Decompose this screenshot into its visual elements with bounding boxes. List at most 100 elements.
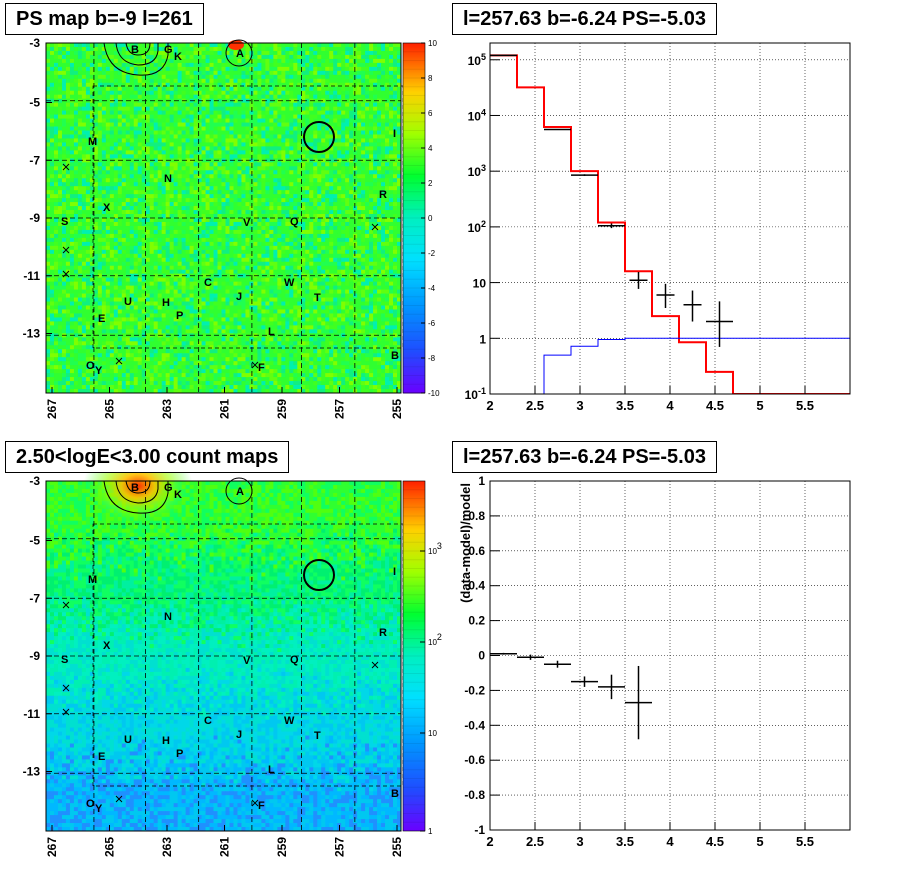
source-label-n: N (164, 173, 172, 185)
colorbar-tick: -2 (428, 249, 436, 258)
bottom-right-title: l=257.63 b=-6.24 PS=-5.03 (452, 441, 717, 473)
x-tick-label: 3.5 (616, 398, 634, 413)
x-marker (371, 223, 379, 231)
source-label-b: B (131, 482, 139, 494)
y-tick-label: 0.6 (468, 544, 485, 558)
contour-lines (103, 480, 169, 514)
colorbar-tick: 4 (428, 144, 433, 153)
x-tick-label: 259 (275, 837, 289, 857)
y-tick-label: 1 (478, 474, 485, 488)
x-tick-label: 4 (666, 834, 674, 849)
x-marker (115, 795, 123, 803)
source-label-c: C (204, 277, 212, 289)
x-marker (62, 684, 70, 692)
grid (490, 481, 850, 830)
source-label-q: Q (290, 654, 299, 666)
colorbar-tick: 10 (428, 729, 437, 738)
y-tick-label: 0.2 (468, 614, 485, 628)
x-tick-label: 4.5 (706, 834, 724, 849)
x-tick-label: 267 (45, 399, 59, 419)
y-tick-label: 103 (468, 163, 486, 179)
source-label-e: E (98, 751, 105, 763)
y-tick-label: 0 (478, 649, 485, 663)
map-axes: -3 -5 -7 -9 -11 -13 267 265 263 261 259 257 255 (23, 474, 404, 857)
y-tick-label: -7 (29, 591, 40, 605)
y-tick-label: -3 (29, 36, 40, 50)
source-label-r: R (379, 627, 387, 639)
x-tick-label: 255 (390, 399, 404, 419)
colorbar: 10 8 6 4 2 0 -2 -4 -6 -8 -10 (402, 39, 440, 398)
colorbar-tick: 103 (428, 541, 442, 556)
source-label-l: L (268, 764, 275, 776)
x-tick-label: 2 (486, 398, 493, 413)
background-step-line (543, 337, 850, 394)
x-tick-label: 267 (45, 837, 59, 857)
y-tick-label: -5 (29, 96, 40, 110)
count-map: B GK A M N X S V Q R C W J T U H E P L O Y F B I -3 -5 -7 -9 -11 -13 2… (23, 446, 442, 857)
x-tick-label: 3 (576, 398, 583, 413)
y-tick-label: -1 (474, 823, 485, 837)
x-tick-label: 4 (666, 398, 674, 413)
x-tick-label: 3 (576, 834, 583, 849)
source-label-u: U (124, 296, 132, 308)
colorbar-tick: -6 (428, 319, 436, 328)
source-circle-a (225, 477, 253, 505)
colorbar-tick: -8 (428, 354, 436, 363)
y-tick-label: -13 (23, 765, 41, 779)
grid (490, 43, 850, 394)
source-label-y: Y (95, 803, 103, 815)
y-tick-label: 0.4 (468, 579, 485, 593)
x-marker (62, 163, 70, 171)
x-tick-label: 5.5 (796, 398, 814, 413)
source-label-f: F (258, 362, 265, 374)
x-tick-label: 263 (160, 837, 174, 857)
source-label-q: Q (290, 216, 299, 228)
source-label-m: M (88, 574, 97, 586)
contour-lines (103, 42, 169, 76)
target-circle (303, 559, 335, 591)
colorbar-tick: 8 (428, 74, 433, 83)
y-tick-label: -11 (23, 707, 40, 721)
source-label-j: J (236, 291, 242, 303)
source-label-k: K (174, 51, 182, 63)
source-label-a: A (236, 486, 244, 498)
source-label-i: I (393, 128, 396, 140)
model-step-line (490, 54, 850, 394)
source-label-m: M (88, 136, 97, 148)
source-label-x: X (103, 202, 111, 214)
colorbar-tick: 6 (428, 109, 433, 118)
source-label-f: F (258, 800, 265, 812)
x-marker (115, 357, 123, 365)
source-label-l: L (268, 326, 275, 338)
x-tick-label: 261 (218, 837, 232, 857)
x-tick-label: 261 (218, 399, 232, 419)
source-label-c: C (204, 715, 212, 727)
x-tick-label: 257 (333, 837, 347, 857)
x-tick-label: 4.5 (706, 398, 724, 413)
source-label-t: T (314, 292, 321, 304)
source-label-j: J (236, 729, 242, 741)
x-tick-label: 255 (390, 837, 404, 857)
source-label-b: B (391, 788, 399, 800)
source-label-s: S (61, 654, 68, 666)
top-left-title: PS map b=-9 l=261 (5, 3, 204, 35)
y-tick-label: 10 (473, 277, 487, 291)
colorbar-tick: 1 (428, 827, 433, 836)
source-label-p: P (176, 748, 183, 760)
source-label-u: U (124, 734, 132, 746)
x-marker (251, 799, 259, 807)
y-tick-label: -0.4 (464, 718, 485, 732)
y-tick-label: -3 (29, 474, 40, 488)
x-tick-label: 3.5 (616, 834, 634, 849)
y-axis-label: (data-model)/model (458, 483, 473, 603)
x-tick-label: 2.5 (526, 834, 544, 849)
source-label-r: R (379, 189, 387, 201)
source-label-v: V (243, 217, 251, 229)
source-label-a: A (236, 48, 244, 60)
source-label-s: S (61, 216, 68, 228)
source-label-h: H (162, 735, 170, 747)
x-marker (62, 601, 70, 609)
x-marker (62, 246, 70, 254)
